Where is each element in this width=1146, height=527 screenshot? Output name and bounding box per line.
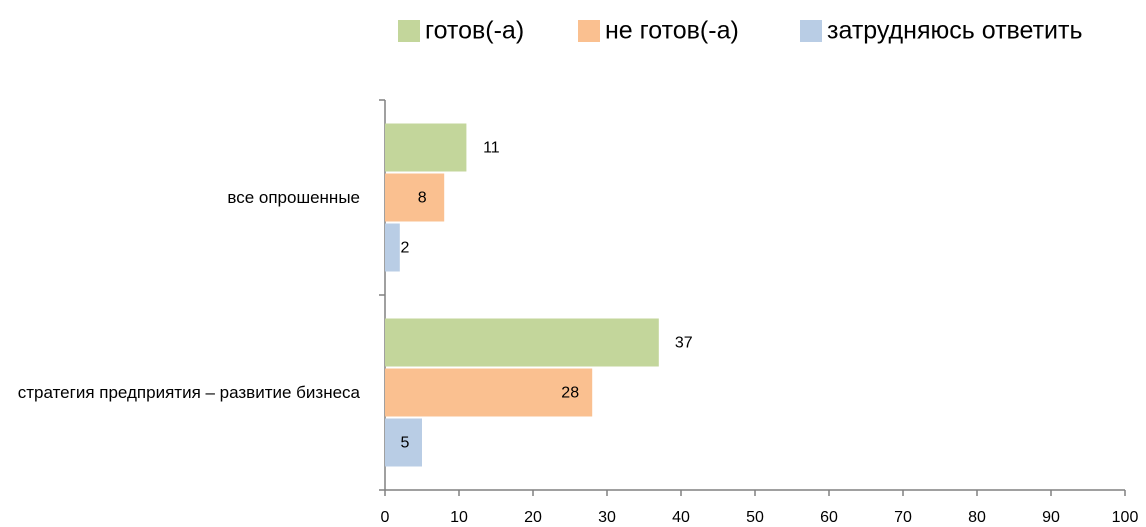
x-tick-label: 80 xyxy=(968,509,986,526)
bar xyxy=(385,223,400,272)
data-label: 28 xyxy=(561,385,579,402)
y-tick-label: стратегия предприятия – развитие бизнеса xyxy=(17,382,360,402)
legend-label: не готов(-а) xyxy=(605,17,739,45)
bar xyxy=(385,418,422,467)
data-label: 11 xyxy=(483,140,500,157)
category-label-box: стратегия предприятия – развитие бизнеса xyxy=(0,380,360,406)
x-tick-label: 20 xyxy=(524,509,542,526)
x-tick-label: 70 xyxy=(894,509,912,526)
legend-swatch xyxy=(398,20,420,42)
legend-label: затрудняюсь ответить xyxy=(827,17,1082,45)
x-tick-label: 60 xyxy=(820,509,838,526)
data-label: 8 xyxy=(418,190,427,207)
category-label-box: все опрошенные xyxy=(0,185,360,211)
x-tick-label: 100 xyxy=(1112,509,1139,526)
bar xyxy=(385,368,593,417)
legend-swatch xyxy=(800,20,822,42)
x-tick-label: 0 xyxy=(381,509,390,526)
x-tick-label: 10 xyxy=(450,509,468,526)
x-tick-label: 50 xyxy=(746,509,764,526)
data-label: 5 xyxy=(401,435,410,452)
x-tick-label: 40 xyxy=(672,509,690,526)
data-label: 37 xyxy=(675,335,693,352)
data-label: 2 xyxy=(401,240,410,257)
x-tick-label: 90 xyxy=(1042,509,1060,526)
y-tick-label: все опрошенные xyxy=(227,187,360,207)
bar xyxy=(385,173,445,222)
bar xyxy=(385,318,659,367)
legend-label: готов(-а) xyxy=(425,17,524,45)
legend-swatch xyxy=(578,20,600,42)
x-tick-label: 30 xyxy=(598,509,616,526)
bar xyxy=(385,123,467,172)
